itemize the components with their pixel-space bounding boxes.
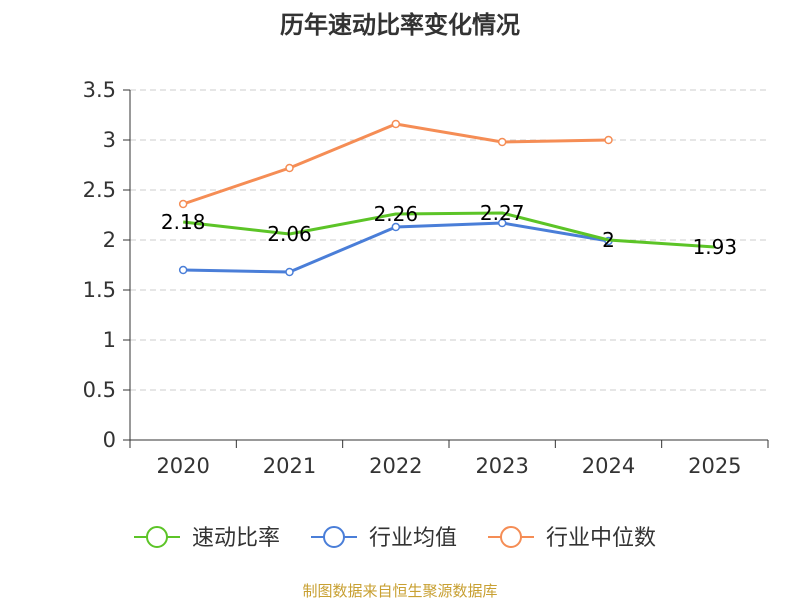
legend-marker	[500, 526, 522, 548]
y-tick-label: 3.5	[83, 78, 116, 102]
data-label: 2.26	[374, 202, 419, 226]
series-point[interactable]	[497, 218, 507, 228]
x-tick-label: 2022	[369, 454, 422, 478]
x-tick-label: 2025	[688, 454, 741, 478]
series-point[interactable]	[178, 265, 188, 275]
x-tick-label: 2021	[263, 454, 316, 478]
legend-item-1[interactable]: 速动比率	[134, 526, 280, 551]
series-lines	[178, 119, 715, 277]
data-label: 2.06	[267, 222, 312, 246]
legend-label: 行业均值	[369, 526, 457, 551]
y-tick-label: 1	[103, 328, 116, 352]
legend-item-3[interactable]: 行业中位数	[488, 526, 656, 551]
grid-lines	[130, 89, 768, 391]
data-label: 1.93	[693, 235, 738, 259]
source-footer: 制图数据来自恒生聚源数据库	[302, 582, 497, 600]
series-point[interactable]	[285, 267, 294, 277]
y-tick-label: 0	[103, 428, 116, 452]
data-labels: 2.18 2.06 2.26 2.27 2 1.93	[161, 201, 737, 259]
legend-label: 行业中位数	[546, 526, 656, 551]
data-label: 2.18	[161, 210, 206, 234]
y-tick-label: 2.5	[83, 178, 116, 202]
axes: 0 0.5 1 1.5 2 2.5 3 3.5 2020 2021 2022 2023 2024 2025	[83, 78, 769, 478]
legend-label: 速动比率	[192, 526, 280, 551]
series-point[interactable]	[391, 119, 401, 129]
x-tick-label: 2023	[475, 454, 528, 478]
legend-marker	[323, 526, 345, 548]
series-point[interactable]	[604, 135, 613, 145]
legend[interactable]: 速动比率 行业均值 行业中位数	[134, 526, 656, 551]
x-tick-label: 2024	[582, 454, 635, 478]
series-point[interactable]	[391, 222, 401, 232]
data-label: 2	[602, 228, 615, 252]
series-line-1	[183, 211, 715, 249]
y-tick-label: 1.5	[83, 278, 116, 302]
series-point[interactable]	[178, 199, 188, 209]
series-point[interactable]	[497, 137, 507, 147]
legend-item-2[interactable]: 行业均值	[311, 526, 457, 551]
y-tick-label: 2	[103, 228, 116, 252]
data-label: 2.27	[480, 201, 525, 225]
x-tick-label: 2020	[156, 454, 209, 478]
legend-marker	[146, 526, 168, 548]
y-tick-label: 0.5	[83, 378, 116, 402]
series-point[interactable]	[285, 163, 294, 173]
series-line-3	[182, 122, 609, 206]
chart-title: 历年速动比率变化情况	[280, 11, 520, 39]
y-tick-label: 3	[103, 128, 116, 152]
